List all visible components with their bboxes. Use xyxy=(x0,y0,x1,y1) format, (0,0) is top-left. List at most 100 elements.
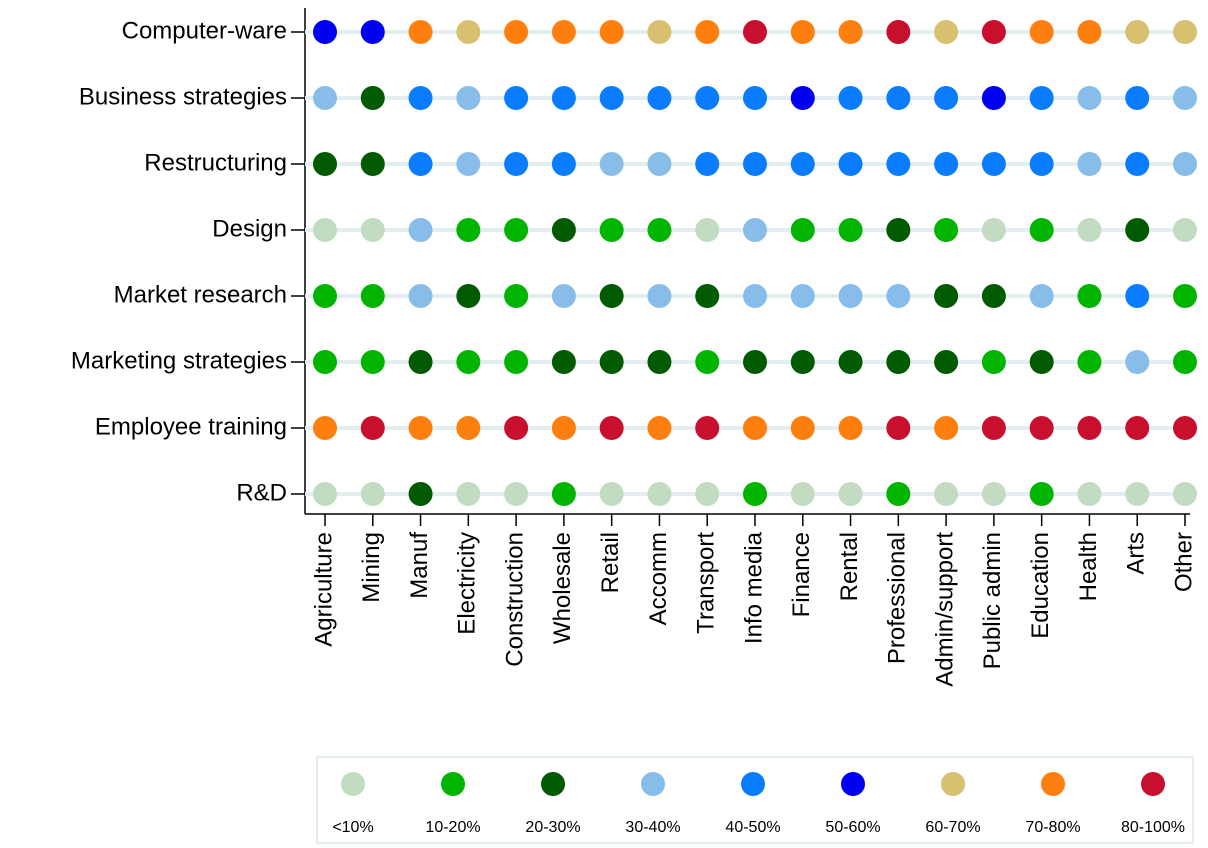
dot xyxy=(934,416,959,440)
dot xyxy=(790,218,815,242)
dot xyxy=(1077,86,1102,110)
dot xyxy=(838,350,863,374)
dot xyxy=(504,20,529,44)
dot xyxy=(360,86,385,110)
dot xyxy=(647,284,672,308)
dot xyxy=(504,350,529,374)
dot xyxy=(599,86,624,110)
dot xyxy=(838,86,863,110)
dot xyxy=(456,218,481,242)
legend-label: 20-30% xyxy=(525,819,580,836)
dot xyxy=(1077,350,1102,374)
dot xyxy=(551,416,576,440)
dot xyxy=(551,86,576,110)
legend-box xyxy=(316,756,1194,844)
dot xyxy=(313,482,337,506)
x-tick-label: Admin/support xyxy=(931,532,958,687)
dot xyxy=(456,20,481,44)
dot xyxy=(695,218,720,242)
dot xyxy=(408,152,433,176)
dot xyxy=(360,284,385,308)
dot xyxy=(1173,416,1197,440)
dot xyxy=(743,86,767,110)
dot xyxy=(934,20,959,44)
legend-swatch xyxy=(341,772,365,796)
dot xyxy=(456,482,481,506)
dot xyxy=(934,218,959,242)
dot xyxy=(886,416,911,440)
dot xyxy=(838,218,863,242)
y-tick-label: Marketing strategies xyxy=(71,347,287,374)
dot xyxy=(504,218,529,242)
x-tick-label: Finance xyxy=(788,532,815,617)
x-tick-label: Health xyxy=(1075,532,1102,601)
dot xyxy=(1173,218,1197,242)
x-tick-label: Electricity xyxy=(454,532,481,635)
dot xyxy=(934,152,959,176)
dot xyxy=(695,416,720,440)
dot xyxy=(599,218,624,242)
dot xyxy=(981,284,1006,308)
dot xyxy=(1029,86,1054,110)
legend-label: 70-80% xyxy=(1025,819,1080,836)
x-tick-label: Arts xyxy=(1123,532,1150,575)
dot xyxy=(1077,416,1102,440)
dot xyxy=(599,416,624,440)
dot xyxy=(1125,350,1150,374)
dot xyxy=(1029,152,1054,176)
dot xyxy=(551,284,576,308)
dot xyxy=(981,482,1006,506)
dot xyxy=(647,152,672,176)
dot xyxy=(647,482,672,506)
y-tick-label: R&D xyxy=(236,479,287,506)
legend-label: <10% xyxy=(332,819,373,836)
dot xyxy=(790,284,815,308)
dot xyxy=(838,416,863,440)
dot xyxy=(1125,86,1150,110)
dot xyxy=(838,284,863,308)
y-tick-label: Business strategies xyxy=(79,83,287,110)
y-tick-label: Employee training xyxy=(95,413,287,440)
dot xyxy=(408,86,433,110)
x-tick-label: Construction xyxy=(501,532,528,667)
dot xyxy=(408,482,433,506)
dot xyxy=(934,284,959,308)
dot xyxy=(551,218,576,242)
dot xyxy=(790,416,815,440)
legend-swatch xyxy=(941,772,965,796)
dot xyxy=(695,86,720,110)
dot xyxy=(647,218,672,242)
dot xyxy=(790,350,815,374)
dot xyxy=(408,350,433,374)
legend-swatch xyxy=(1041,772,1065,796)
dot xyxy=(360,482,385,506)
dot xyxy=(1029,482,1054,506)
x-tick-label: Education xyxy=(1027,532,1054,639)
dot xyxy=(886,20,911,44)
dot xyxy=(1125,482,1150,506)
x-tick-label: Other xyxy=(1170,532,1197,592)
dot xyxy=(886,284,911,308)
dot xyxy=(790,20,815,44)
dot xyxy=(886,482,911,506)
x-tick-label: Retail xyxy=(597,532,624,593)
dot xyxy=(838,20,863,44)
y-tick-label: Computer-ware xyxy=(122,17,287,44)
dot xyxy=(1173,20,1197,44)
dot xyxy=(981,416,1006,440)
dot xyxy=(408,284,433,308)
dot xyxy=(695,20,720,44)
dot xyxy=(1173,350,1197,374)
y-tick-label: Design xyxy=(212,215,287,242)
dot xyxy=(551,152,576,176)
dot xyxy=(1125,20,1150,44)
dot xyxy=(695,152,720,176)
dot xyxy=(1077,152,1102,176)
dot xyxy=(313,416,337,440)
dot xyxy=(504,152,529,176)
x-tick-label: Agriculture xyxy=(310,532,337,647)
x-tick-label: Transport xyxy=(693,532,720,634)
y-tick-label: Market research xyxy=(114,281,287,308)
dot xyxy=(743,416,767,440)
dot xyxy=(504,416,529,440)
